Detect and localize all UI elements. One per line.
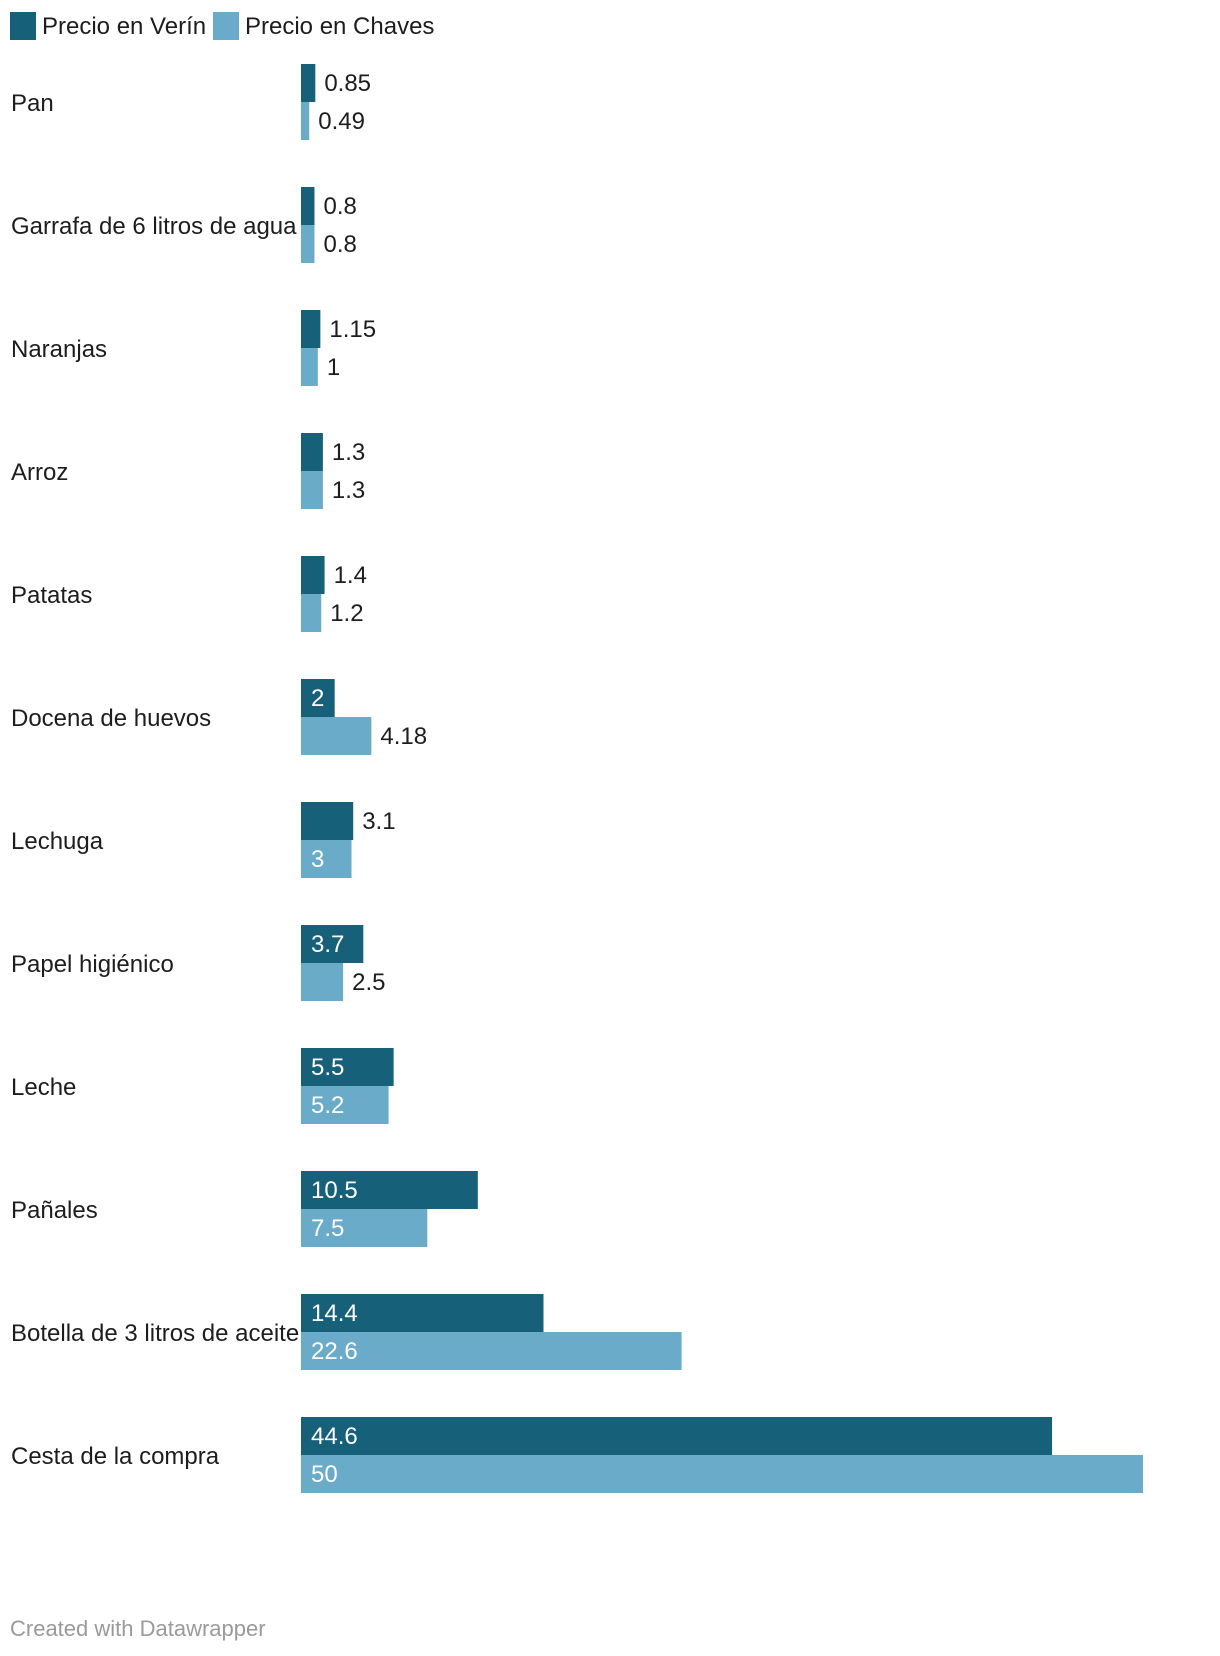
legend-item-precio-en-chaves[interactable]: Precio en Chaves <box>213 12 434 40</box>
bar-precio-en-chaves[interactable] <box>301 840 352 878</box>
bar-precio-en-chaves[interactable] <box>301 1086 389 1124</box>
row-papel-higienico: Papel higiénico 3.7 2.5 <box>11 925 385 1001</box>
bar-precio-en-chaves[interactable] <box>301 471 323 509</box>
bar-precio-en-chaves[interactable] <box>301 225 315 263</box>
bar-precio-en-verin[interactable] <box>301 310 321 348</box>
value-label: 3 <box>311 846 324 873</box>
value-label: 10.5 <box>311 1177 358 1204</box>
bar-precio-en-chaves[interactable] <box>301 717 372 755</box>
row-leche: Leche 5.5 5.2 <box>11 1048 394 1124</box>
row-pan: Pan 0.85 0.49 <box>11 64 371 140</box>
category-label: Leche <box>11 1074 76 1101</box>
bar-precio-en-chaves[interactable] <box>301 963 344 1001</box>
category-label: Pañales <box>11 1197 98 1224</box>
row-botella-de-3-litros-de-aceite: Botella de 3 litros de aceite 14.4 22.6 <box>11 1294 682 1370</box>
value-label: 1.3 <box>332 439 365 466</box>
value-label: 3.1 <box>362 808 395 835</box>
legend-item-precio-en-verin[interactable]: Precio en Verín <box>10 12 206 40</box>
category-label: Botella de 3 litros de aceite <box>11 1320 299 1347</box>
bar-precio-en-verin[interactable] <box>301 64 316 102</box>
category-label: Patatas <box>11 582 92 609</box>
category-label: Pan <box>11 90 54 117</box>
bar-precio-en-chaves[interactable] <box>301 1209 428 1247</box>
category-label: Docena de huevos <box>11 705 211 732</box>
row-panales: Pañales 10.5 7.5 <box>11 1171 478 1247</box>
category-label: Cesta de la compra <box>11 1443 220 1470</box>
bar-precio-en-chaves[interactable] <box>301 348 318 386</box>
legend-swatch-precio-en-chaves <box>213 12 239 40</box>
bar-precio-en-verin[interactable] <box>301 925 364 963</box>
category-label: Lechuga <box>11 828 104 855</box>
bar-precio-en-chaves[interactable] <box>301 1455 1143 1493</box>
value-label: 2.5 <box>352 969 385 996</box>
value-label: 3.7 <box>311 931 344 958</box>
value-label: 44.6 <box>311 1423 358 1450</box>
bar-precio-en-verin[interactable] <box>301 1171 478 1209</box>
row-cesta-de-la-compra: Cesta de la compra 44.6 50 <box>11 1417 1143 1493</box>
value-label: 4.18 <box>380 723 427 750</box>
category-label: Naranjas <box>11 336 107 363</box>
value-label: 50 <box>311 1461 338 1488</box>
category-label: Arroz <box>11 459 68 486</box>
legend-label-precio-en-verin: Precio en Verín <box>42 13 206 40</box>
bar-precio-en-verin[interactable] <box>301 1417 1053 1455</box>
bar-precio-en-verin[interactable] <box>301 1048 394 1086</box>
row-garrafa-de-6-litros-de-agua: Garrafa de 6 litros de agua 0.8 0.8 <box>11 187 357 263</box>
value-label: 7.5 <box>311 1215 344 1242</box>
value-label: 2 <box>311 685 324 712</box>
value-label: 0.8 <box>323 193 356 220</box>
value-label: 1.3 <box>332 477 365 504</box>
row-lechuga: Lechuga 3.1 3 <box>11 802 396 878</box>
value-label: 1.2 <box>330 600 363 627</box>
legend-swatch-precio-en-verin <box>10 12 36 40</box>
row-docena-de-huevos: Docena de huevos 2 4.18 <box>11 679 427 755</box>
value-label: 5.5 <box>311 1054 344 1081</box>
value-label: 5.2 <box>311 1092 344 1119</box>
bar-precio-en-verin[interactable] <box>301 802 354 840</box>
bar-precio-en-verin[interactable] <box>301 433 323 471</box>
value-label: 22.6 <box>311 1338 358 1365</box>
row-arroz: Arroz 1.3 1.3 <box>11 433 365 509</box>
bar-precio-en-verin[interactable] <box>301 187 315 225</box>
value-label: 0.85 <box>324 70 371 97</box>
category-label: Garrafa de 6 litros de agua <box>11 213 297 240</box>
value-label: 14.4 <box>311 1300 358 1327</box>
credit-text[interactable]: Created with Datawrapper <box>10 1616 266 1641</box>
value-label: 1.4 <box>334 562 367 589</box>
value-label: 0.49 <box>318 108 365 135</box>
value-label: 1.15 <box>329 316 376 343</box>
bar-precio-en-chaves[interactable] <box>301 594 322 632</box>
row-patatas: Patatas 1.4 1.2 <box>11 556 367 632</box>
value-label: 1 <box>327 354 340 381</box>
legend-label-precio-en-chaves: Precio en Chaves <box>245 13 434 40</box>
row-naranjas: Naranjas 1.15 1 <box>11 310 376 386</box>
bar-precio-en-verin[interactable] <box>301 556 325 594</box>
chart-rows: Pan 0.85 0.49 Garrafa de 6 litros de agua 0.… <box>11 64 1143 1493</box>
bar-precio-en-verin[interactable] <box>301 1294 544 1332</box>
bar-precio-en-chaves[interactable] <box>301 1332 682 1370</box>
value-label: 0.8 <box>323 231 356 258</box>
bar-precio-en-chaves[interactable] <box>301 102 310 140</box>
legend: Precio en Verín Precio en Chaves <box>10 12 434 40</box>
bar-precio-en-verin[interactable] <box>301 679 335 717</box>
category-label: Papel higiénico <box>11 951 174 978</box>
